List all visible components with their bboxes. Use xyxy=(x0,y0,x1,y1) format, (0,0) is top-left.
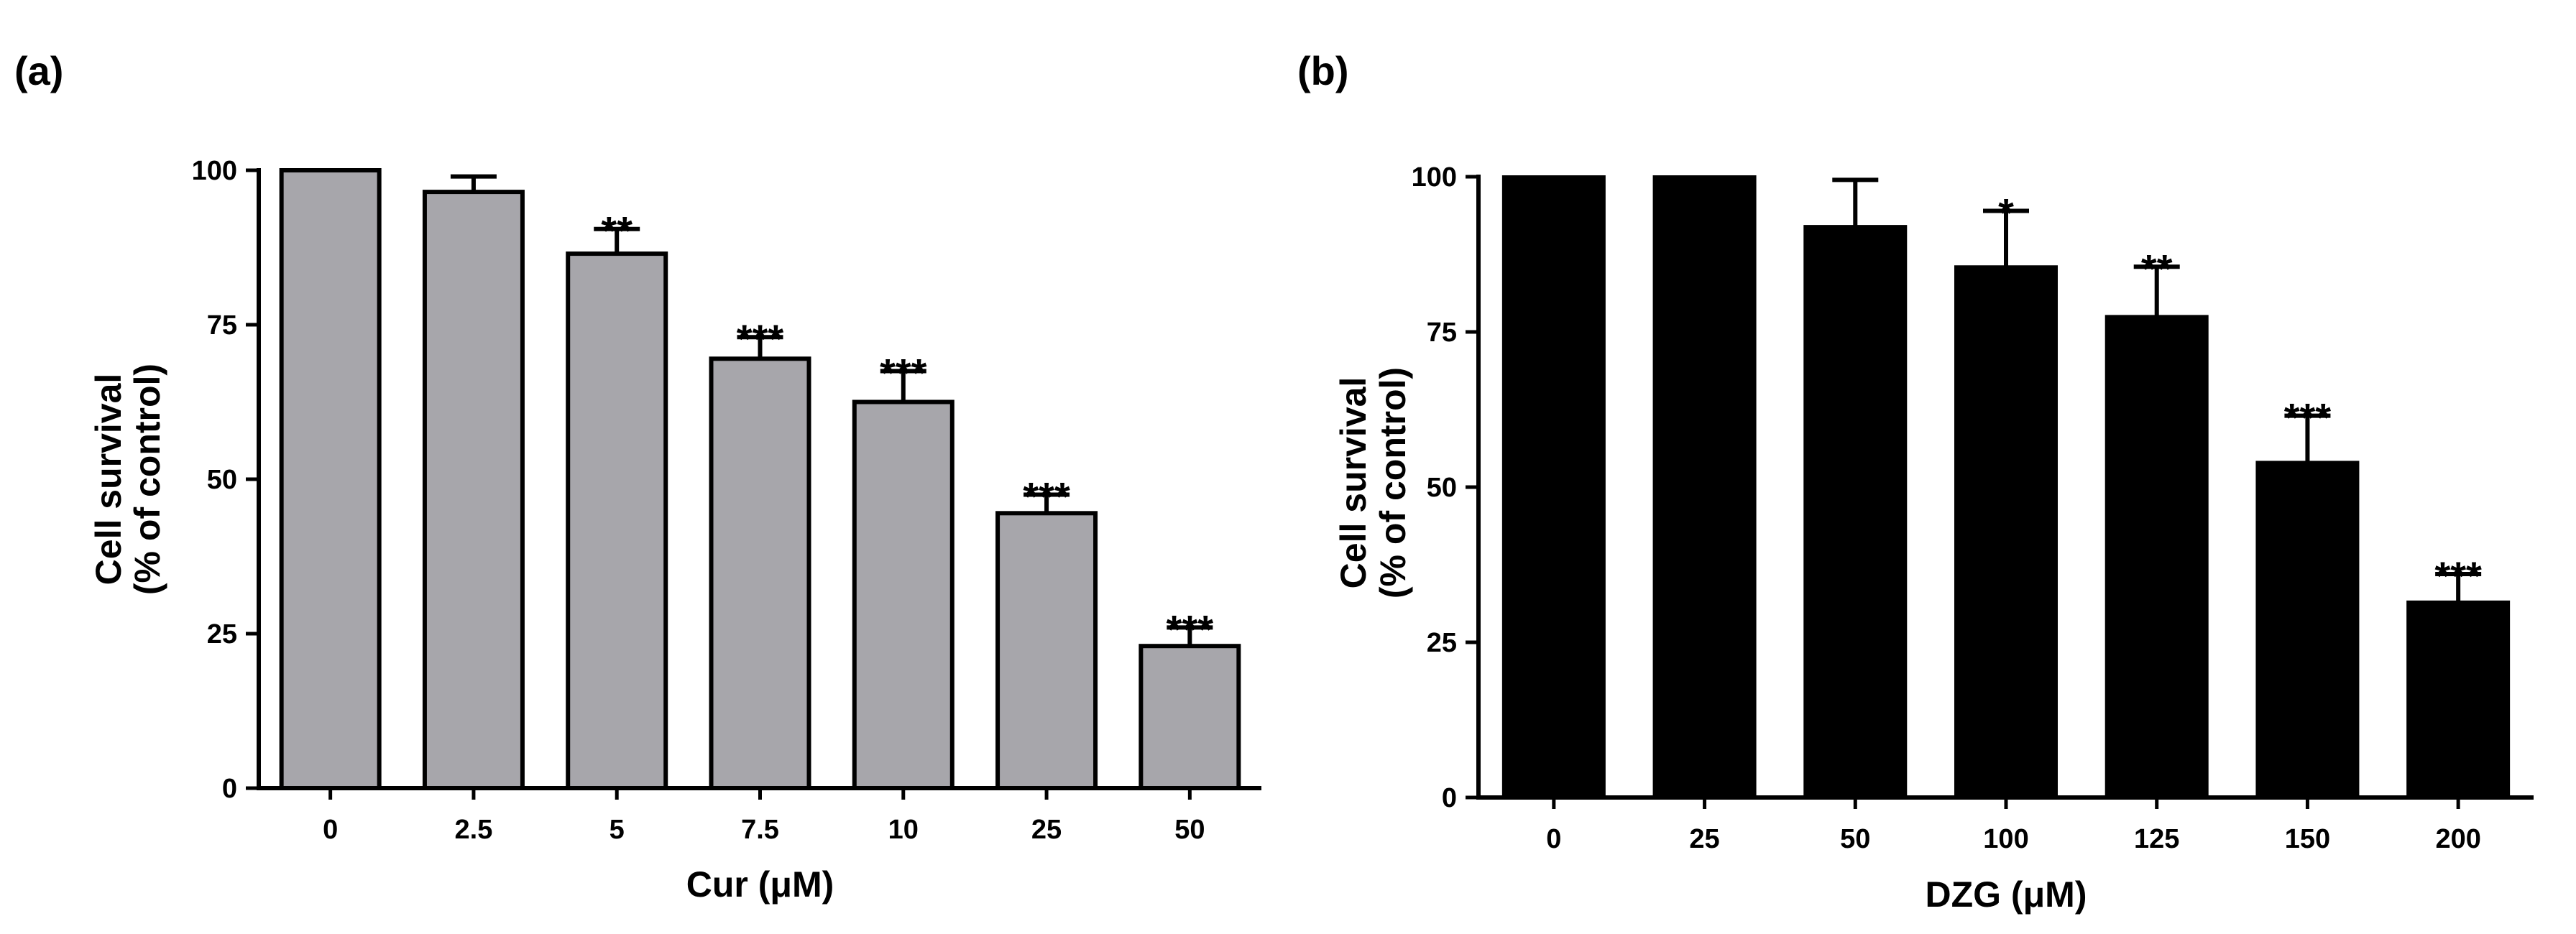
x-tick-group-b: 0 25 50 100 125 150 200 xyxy=(1546,797,2481,854)
y-tick-label-b-4: 100 xyxy=(1412,162,1457,193)
bar-a-2 xyxy=(566,251,668,791)
bar-b-5 xyxy=(2255,461,2360,799)
x-tick-group-a: 0 2.5 5 7.5 10 25 50 xyxy=(323,788,1205,845)
y-tick-group-a: 0 25 50 75 100 xyxy=(192,156,259,804)
bar-b-4 xyxy=(2104,315,2209,799)
x-tick-label-b-0: 0 xyxy=(1546,824,1561,854)
significance-label-a-5: *** xyxy=(1023,474,1070,519)
x-tick-label-a-0: 0 xyxy=(323,815,338,845)
significance-label-a-3: *** xyxy=(737,316,784,361)
significance-label-b-4: ** xyxy=(2141,246,2173,291)
x-tick-label-a-1: 2.5 xyxy=(455,815,493,845)
x-tick-label-b-5: 150 xyxy=(2285,824,2330,854)
bar-group-b xyxy=(1501,175,2511,800)
x-tick-label-b-6: 200 xyxy=(2435,824,2480,854)
y-tick-group-b: 0 25 50 75 100 xyxy=(1412,162,1478,813)
x-tick-label-b-4: 125 xyxy=(2134,824,2179,854)
y-tick-label-b-0: 0 xyxy=(1442,783,1457,813)
panel-label-a: (a) xyxy=(14,48,63,93)
bar-b-3 xyxy=(1954,265,2058,799)
panel-label-b: (b) xyxy=(1297,48,1349,93)
y-tick-label-a-4: 100 xyxy=(192,156,237,186)
error-bar-group-b xyxy=(1832,177,2482,602)
y-tick-label-a-2: 50 xyxy=(207,465,237,495)
significance-label-b-3: * xyxy=(1998,190,2014,236)
bar-a-0 xyxy=(279,168,382,790)
error-bar-group-a xyxy=(450,174,1213,647)
y-axis-title-a-line2: (% of control) xyxy=(127,364,167,595)
significance-label-a-6: *** xyxy=(1167,606,1214,652)
significance-group-b: ********* xyxy=(1998,190,2482,598)
bar-a-5 xyxy=(995,511,1098,790)
bar-b-0 xyxy=(1501,175,1606,799)
x-tick-label-a-5: 25 xyxy=(1031,815,1062,845)
bar-b-2 xyxy=(1803,225,1908,799)
y-tick-label-a-3: 75 xyxy=(207,310,237,341)
y-axis-title-b-line1: Cell survival xyxy=(1333,377,1374,589)
x-tick-label-a-3: 7.5 xyxy=(741,815,779,845)
significance-label-a-2: ** xyxy=(601,208,632,254)
bar-a-4 xyxy=(852,399,954,790)
x-axis-title-a: Cur (μM) xyxy=(686,864,834,905)
bar-group-a xyxy=(279,168,1241,791)
bar-a-3 xyxy=(709,356,811,790)
x-tick-label-a-4: 10 xyxy=(888,815,919,845)
significance-label-a-4: *** xyxy=(880,351,927,396)
significance-label-b-6: *** xyxy=(2434,553,2482,598)
x-tick-label-b-2: 50 xyxy=(1840,824,1870,854)
bar-a-1 xyxy=(422,190,525,791)
x-axis-title-b: DZG (μM) xyxy=(1926,874,2087,915)
bar-b-6 xyxy=(2406,600,2511,800)
bar-a-6 xyxy=(1138,644,1241,791)
bar-b-1 xyxy=(1652,175,1757,799)
significance-group-a: ************** xyxy=(601,208,1213,652)
y-tick-label-b-3: 75 xyxy=(1427,318,1457,348)
y-tick-label-a-0: 0 xyxy=(222,774,237,804)
x-tick-label-a-2: 5 xyxy=(610,815,625,845)
y-axis-title-b-line2: (% of control) xyxy=(1373,367,1413,598)
significance-label-b-5: *** xyxy=(2284,395,2332,440)
x-tick-label-b-1: 25 xyxy=(1689,824,1719,854)
x-tick-label-a-6: 50 xyxy=(1174,815,1205,845)
y-axis-title-a-line1: Cell survival xyxy=(88,374,129,586)
x-tick-label-b-3: 100 xyxy=(1983,824,2028,854)
y-tick-label-a-1: 25 xyxy=(207,619,237,649)
y-tick-label-b-2: 50 xyxy=(1427,473,1457,503)
y-tick-label-b-1: 25 xyxy=(1427,628,1457,658)
